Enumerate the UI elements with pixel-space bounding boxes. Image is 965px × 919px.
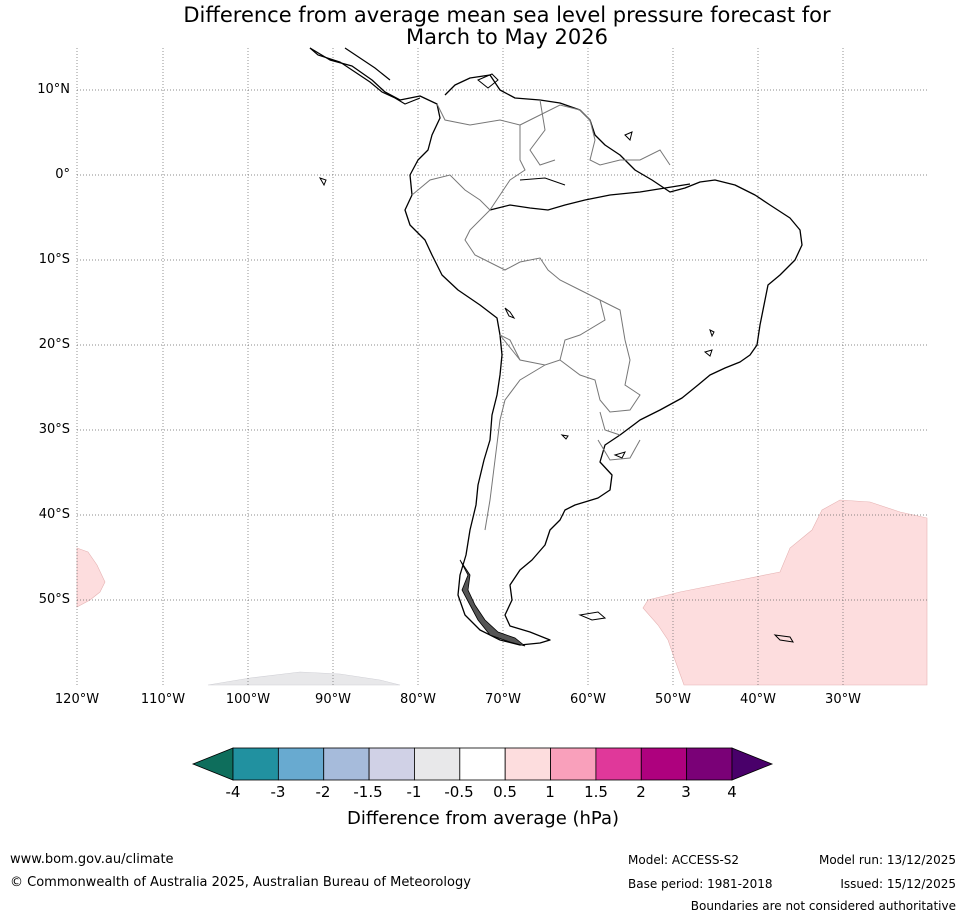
orinoco-river bbox=[519, 177, 566, 186]
footer-copyright: © Commonwealth of Australia 2025, Austra… bbox=[10, 875, 471, 890]
south-america-coastline bbox=[309, 47, 803, 646]
title-line-2: March to May 2026 bbox=[406, 25, 608, 49]
colorbar-segment bbox=[232, 747, 279, 781]
colorbar-extend-high bbox=[731, 747, 774, 781]
colorbar-tick-label: 1.5 bbox=[584, 783, 608, 801]
patagonia-archipelago bbox=[459, 559, 526, 647]
lon-label-60w: 60°W bbox=[570, 692, 606, 707]
anomaly-region-south-atlantic bbox=[642, 499, 928, 686]
lake-reservoir-2 bbox=[709, 329, 715, 338]
lat-label-50s: 50°S bbox=[38, 592, 70, 607]
lat-label-10n: 10°N bbox=[37, 82, 70, 97]
anomaly-region-south-pacific bbox=[76, 547, 106, 608]
colorbar-segment bbox=[595, 747, 642, 781]
central-america-coastline bbox=[309, 47, 421, 105]
lake-reservoir-1 bbox=[703, 349, 713, 357]
colorbar-title: Difference from average (hPa) bbox=[346, 808, 620, 829]
lon-label-80w: 80°W bbox=[400, 692, 436, 707]
lon-label-50w: 50°W bbox=[655, 692, 691, 707]
lon-label-40w: 40°W bbox=[740, 692, 776, 707]
colorbar-segment bbox=[414, 747, 461, 781]
lake-titicaca bbox=[504, 307, 516, 320]
map-title: Difference from average mean sea level p… bbox=[0, 4, 965, 48]
footer-model-run: Model run: 13/12/2025 bbox=[818, 853, 956, 867]
lat-label-40s: 40°S bbox=[38, 507, 70, 522]
amazon-river bbox=[489, 183, 691, 211]
colorbar-segment bbox=[504, 747, 551, 781]
lon-label-110w: 110°W bbox=[140, 692, 186, 707]
colorbar-segment bbox=[640, 747, 688, 781]
islands bbox=[318, 73, 794, 643]
colorbar-segment bbox=[550, 747, 597, 781]
footer-url: www.bom.gov.au/climate bbox=[10, 852, 174, 867]
footer-model: Model: ACCESS-S2 bbox=[628, 853, 740, 867]
colorbar-segment bbox=[277, 747, 325, 781]
colorbar-segment bbox=[459, 747, 506, 781]
colorbar-tick-label: 1 bbox=[545, 783, 555, 801]
footer-disclaimer: Boundaries are not considered authoritat… bbox=[690, 899, 956, 913]
colorbar-tick-label: -2 bbox=[315, 783, 331, 801]
lat-label-30s: 30°S bbox=[38, 422, 70, 437]
colorbar bbox=[191, 747, 774, 781]
graticule bbox=[76, 48, 927, 685]
lon-label-70w: 70°W bbox=[485, 692, 521, 707]
colorbar-tick-label: 0.5 bbox=[493, 783, 517, 801]
lake-mar-chiquita bbox=[560, 434, 569, 440]
colorbar-tick-label: -3 bbox=[270, 783, 286, 801]
colorbar-tick-label: 2 bbox=[636, 783, 646, 801]
lagoa-dos-patos bbox=[613, 451, 626, 459]
lon-label-30w: 30°W bbox=[825, 692, 861, 707]
colorbar-tick-label: 4 bbox=[727, 783, 737, 801]
colorbar-segment bbox=[686, 747, 733, 781]
colorbar-tick-label: -0.5 bbox=[444, 783, 474, 801]
colorbar-tick-label: 3 bbox=[681, 783, 691, 801]
anomaly-region-southeast-pacific bbox=[207, 671, 401, 686]
lon-label-120w: 120°W bbox=[54, 692, 100, 707]
colorbar-tick-label: -4 bbox=[225, 783, 241, 801]
lat-label-0: 0° bbox=[55, 167, 70, 182]
title-line-1: Difference from average mean sea level p… bbox=[183, 3, 831, 27]
lat-label-20s: 20°S bbox=[38, 337, 70, 352]
colorbar-segment bbox=[323, 747, 370, 781]
colorbar-extend-low bbox=[191, 747, 234, 781]
colorbar-tick-label: -1.5 bbox=[353, 783, 383, 801]
colorbar-segment bbox=[368, 747, 415, 781]
lat-label-10s: 10°S bbox=[38, 252, 70, 267]
colorbar-tick-label: -1 bbox=[406, 783, 422, 801]
lon-label-100w: 100°W bbox=[225, 692, 271, 707]
footer-issued: Issued: 15/12/2025 bbox=[840, 877, 956, 891]
country-boundaries bbox=[411, 99, 671, 531]
lon-label-90w: 90°W bbox=[315, 692, 351, 707]
footer-base-period: Base period: 1981-2018 bbox=[628, 877, 773, 891]
